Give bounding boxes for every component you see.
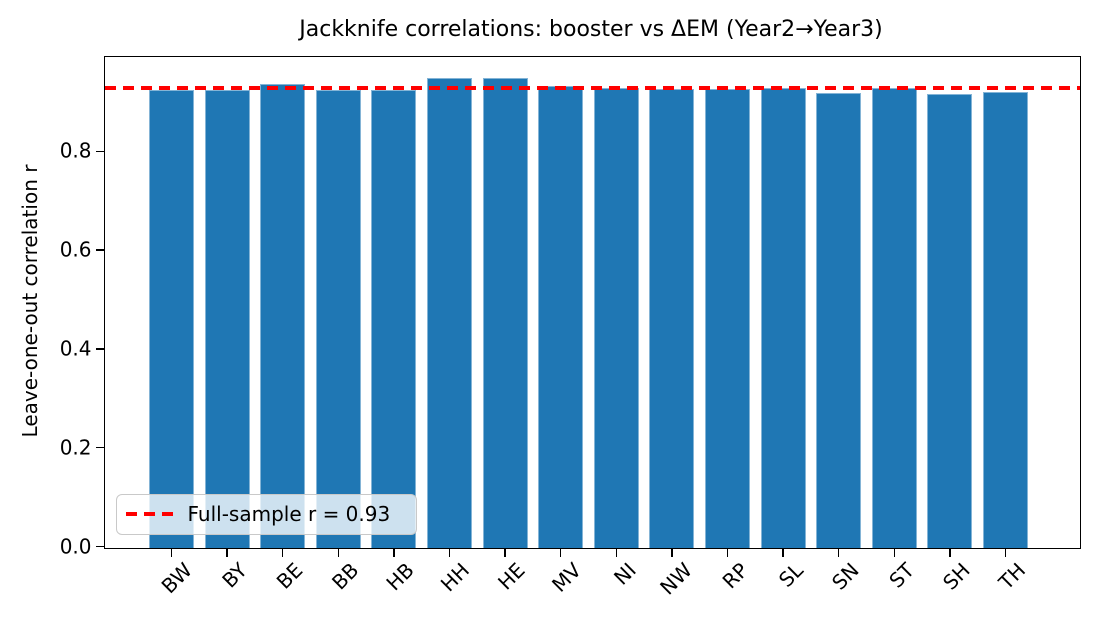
x-tick-mark <box>1004 547 1007 557</box>
x-tick-mark <box>615 547 618 557</box>
x-tick-label-ST: ST <box>884 557 920 593</box>
y-tick-label: 0.4 <box>59 336 92 361</box>
x-tick-label-BW: BW <box>156 557 197 598</box>
y-tick-label: 0.8 <box>59 138 92 163</box>
x-tick-mark <box>448 547 451 557</box>
legend: Full-sample r = 0.93 <box>115 493 417 535</box>
x-tick-mark <box>893 547 896 557</box>
x-tick-mark <box>504 547 506 557</box>
x-tick-label-SL: SL <box>774 557 809 592</box>
bar-ST <box>871 87 917 548</box>
axes-frame: BW BY BE BB HB HH HE MV NI NW RP SL SN ST SH TH 0.0 0.2 0.… <box>60 55 1081 599</box>
y-tick-label: 0.2 <box>59 435 92 460</box>
x-tick-mark <box>782 547 784 557</box>
bar-BE <box>260 84 306 548</box>
x-tick-mark <box>337 547 340 557</box>
x-tick-mark <box>170 547 173 557</box>
bar-BY <box>204 90 250 548</box>
x-tick-label-SH: SH <box>938 557 975 595</box>
x-tick-label-RP: RP <box>717 557 753 593</box>
reference-line <box>104 86 1080 90</box>
y-tick-mark <box>95 150 105 153</box>
bar-BW <box>149 90 194 548</box>
x-tick-mark <box>726 547 729 557</box>
y-tick-mark <box>95 446 105 449</box>
bar-HB <box>371 89 417 548</box>
bar-BB <box>315 90 361 548</box>
y-tick-mark <box>95 249 105 251</box>
x-tick-mark <box>837 547 840 557</box>
x-tick-label-SN: SN <box>827 557 864 595</box>
y-tick-mark <box>95 348 105 350</box>
bar-NW <box>649 88 695 548</box>
x-tick-label-MV: MV <box>546 557 586 597</box>
chart-title: Jackknife correlations: booster vs ΔEM (… <box>299 17 883 42</box>
y-tick-mark <box>95 545 105 548</box>
y-axis-label: Leave-one-out correlation r <box>18 164 42 438</box>
x-tick-mark <box>393 547 395 557</box>
x-tick-label-NI: NI <box>609 557 642 590</box>
x-tick-label-BE: BE <box>272 557 308 594</box>
x-tick-label-TH: TH <box>994 557 1031 594</box>
x-tick-mark <box>559 547 562 557</box>
bar-SN <box>816 92 862 548</box>
bar-HH <box>427 77 472 548</box>
bar-SH <box>927 93 973 548</box>
bar-MV <box>538 85 584 548</box>
x-tick-label-HH: HH <box>436 557 475 596</box>
x-tick-mark <box>671 547 673 557</box>
legend-dashed-line-icon <box>125 512 173 516</box>
bar-NI <box>593 88 639 548</box>
x-tick-label-BB: BB <box>326 557 364 594</box>
y-tick-label: 0.6 <box>59 237 92 262</box>
x-tick-mark <box>281 547 284 557</box>
y-tick-label: 0.0 <box>59 534 92 559</box>
bar-SL <box>760 88 806 548</box>
x-tick-label-HB: HB <box>381 557 419 595</box>
x-tick-label-HE: HE <box>493 557 531 595</box>
bar-HE <box>482 78 528 548</box>
bar-RP <box>705 88 750 548</box>
plot-area: BW BY BE BB HB HH HE MV NI NW RP SL SN ST SH TH 0.0 0.2 0.… <box>60 57 1080 599</box>
x-tick-mark <box>949 547 951 557</box>
x-tick-label-BY: BY <box>217 557 253 593</box>
x-tick-label-NW: NW <box>655 557 697 600</box>
bar-TH <box>983 92 1028 548</box>
x-tick-mark <box>226 547 228 557</box>
legend-label: Full-sample r = 0.93 <box>187 502 391 526</box>
